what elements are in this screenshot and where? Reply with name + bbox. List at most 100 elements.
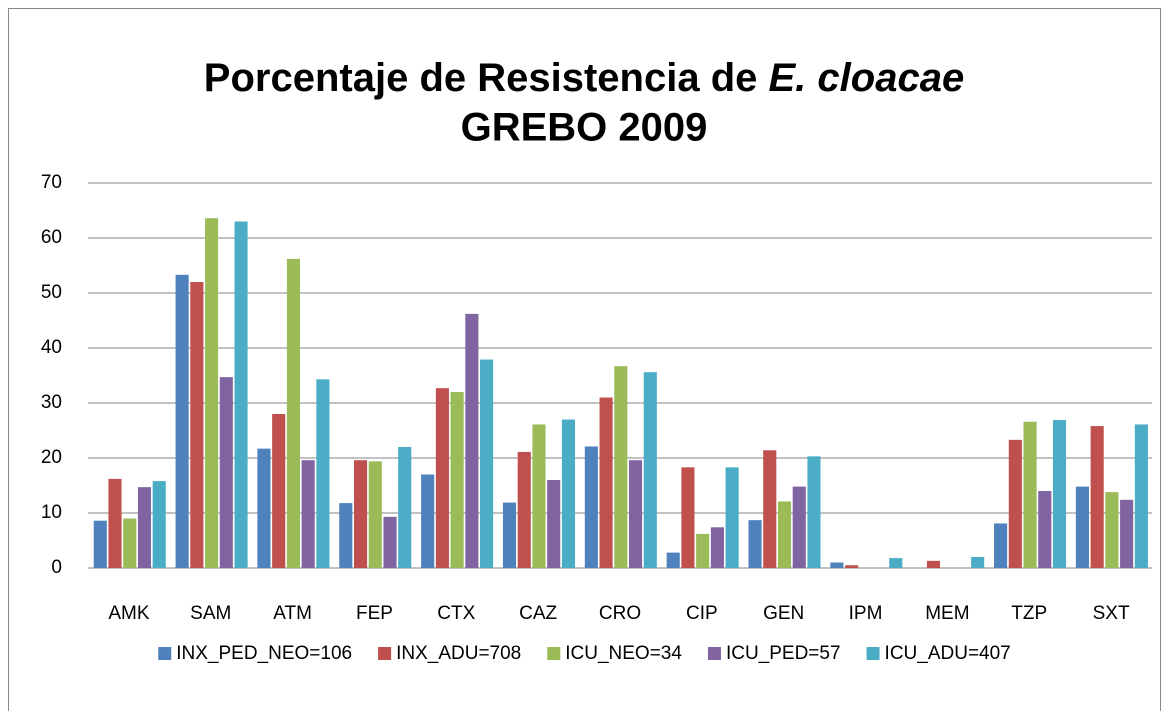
bar [696, 533, 710, 568]
bar [845, 565, 859, 568]
chart-title: Porcentaje de Resistencia de E. cloacae [204, 56, 964, 100]
legend-swatch [866, 647, 880, 660]
legend-label: INX_ADU=708 [396, 643, 521, 664]
bar [710, 527, 724, 568]
y-tick-label: 0 [51, 557, 62, 578]
bar [792, 486, 806, 568]
x-tick-label: CTX [437, 603, 475, 624]
bar [354, 460, 368, 568]
x-tick-label: CRO [599, 603, 641, 624]
bar [234, 221, 248, 568]
legend-item: ICU_PED=57 [707, 643, 841, 664]
bar [1105, 492, 1119, 568]
bar [599, 397, 613, 568]
bar [681, 467, 695, 568]
bar [614, 366, 628, 568]
bar [725, 467, 739, 568]
x-tick-label: CAZ [519, 603, 557, 624]
bar [532, 424, 546, 568]
bar [1008, 439, 1022, 568]
x-tick-label: GEN [763, 603, 804, 624]
x-tick-label: MEM [925, 603, 969, 624]
bar [398, 447, 412, 568]
y-tick-label: 20 [41, 447, 62, 468]
legend-item: ICU_ADU=407 [866, 643, 1011, 664]
bar [561, 419, 575, 568]
legend-label: ICU_ADU=407 [885, 643, 1011, 664]
bar [807, 456, 821, 568]
bar [629, 460, 643, 568]
bar [889, 558, 903, 568]
bar [971, 557, 985, 568]
bar [257, 448, 271, 568]
bar [465, 313, 479, 568]
legend-swatch [707, 647, 721, 660]
y-tick-label: 40 [41, 337, 62, 358]
x-tick-label: CIP [686, 603, 718, 624]
x-tick-label: ATM [273, 603, 312, 624]
legend-swatch [547, 647, 561, 660]
bar [93, 520, 107, 568]
bar [926, 560, 941, 568]
title-italic: E. cloacae [769, 56, 965, 100]
bar [123, 518, 137, 568]
x-tick-label: TZP [1011, 603, 1047, 624]
bar [108, 478, 122, 568]
bar [190, 282, 204, 568]
bar [517, 451, 531, 568]
bar [421, 474, 435, 568]
bar [584, 446, 598, 568]
bar [643, 372, 657, 568]
legend-item: INX_PED_NEO=106 [158, 643, 352, 664]
legend-label: INX_PED_NEO=106 [176, 643, 352, 664]
bar [1090, 426, 1104, 568]
bar [435, 388, 449, 568]
y-tick-label: 10 [41, 502, 62, 523]
bar [1052, 420, 1067, 568]
bar [777, 501, 792, 568]
bar [152, 481, 166, 568]
x-tick-label: AMK [108, 603, 150, 624]
bar [480, 359, 494, 568]
bar [175, 274, 189, 568]
bar [316, 379, 330, 568]
legend-swatch [158, 647, 172, 660]
legend-label: ICU_PED=57 [726, 643, 841, 664]
y-tick-label: 70 [41, 172, 62, 193]
chart-subtitle: GREBO 2009 [461, 106, 708, 150]
x-tick-label: FEP [356, 603, 393, 624]
bar [748, 520, 762, 568]
bar [502, 502, 517, 568]
bar [1023, 421, 1037, 568]
bar [763, 450, 777, 568]
chart-frame [8, 8, 1161, 711]
bar [286, 258, 300, 568]
bar [137, 487, 152, 568]
bar [1120, 499, 1134, 568]
bar [368, 461, 382, 568]
bar [272, 414, 286, 568]
bar [205, 218, 219, 568]
title-text: Porcentaje de Resistencia de [204, 56, 758, 100]
bar [219, 377, 233, 568]
bar [1075, 486, 1089, 568]
bar [1134, 424, 1148, 568]
bar [994, 523, 1008, 568]
bar [339, 503, 353, 568]
bar [666, 552, 680, 568]
x-tick-label: SXT [1093, 603, 1130, 624]
x-tick-label: SAM [190, 603, 231, 624]
legend-label: ICU_NEO=34 [565, 643, 682, 664]
bar [830, 562, 844, 568]
y-tick-label: 30 [41, 392, 62, 413]
x-tick-label: IPM [849, 603, 883, 624]
bar [383, 516, 397, 568]
bar [1038, 491, 1052, 568]
legend-swatch [378, 647, 392, 660]
bar [547, 480, 561, 568]
legend-item: ICU_NEO=34 [547, 643, 682, 664]
y-tick-label: 60 [41, 227, 62, 248]
legend-item: INX_ADU=708 [378, 643, 521, 664]
y-tick-label: 50 [41, 282, 62, 303]
